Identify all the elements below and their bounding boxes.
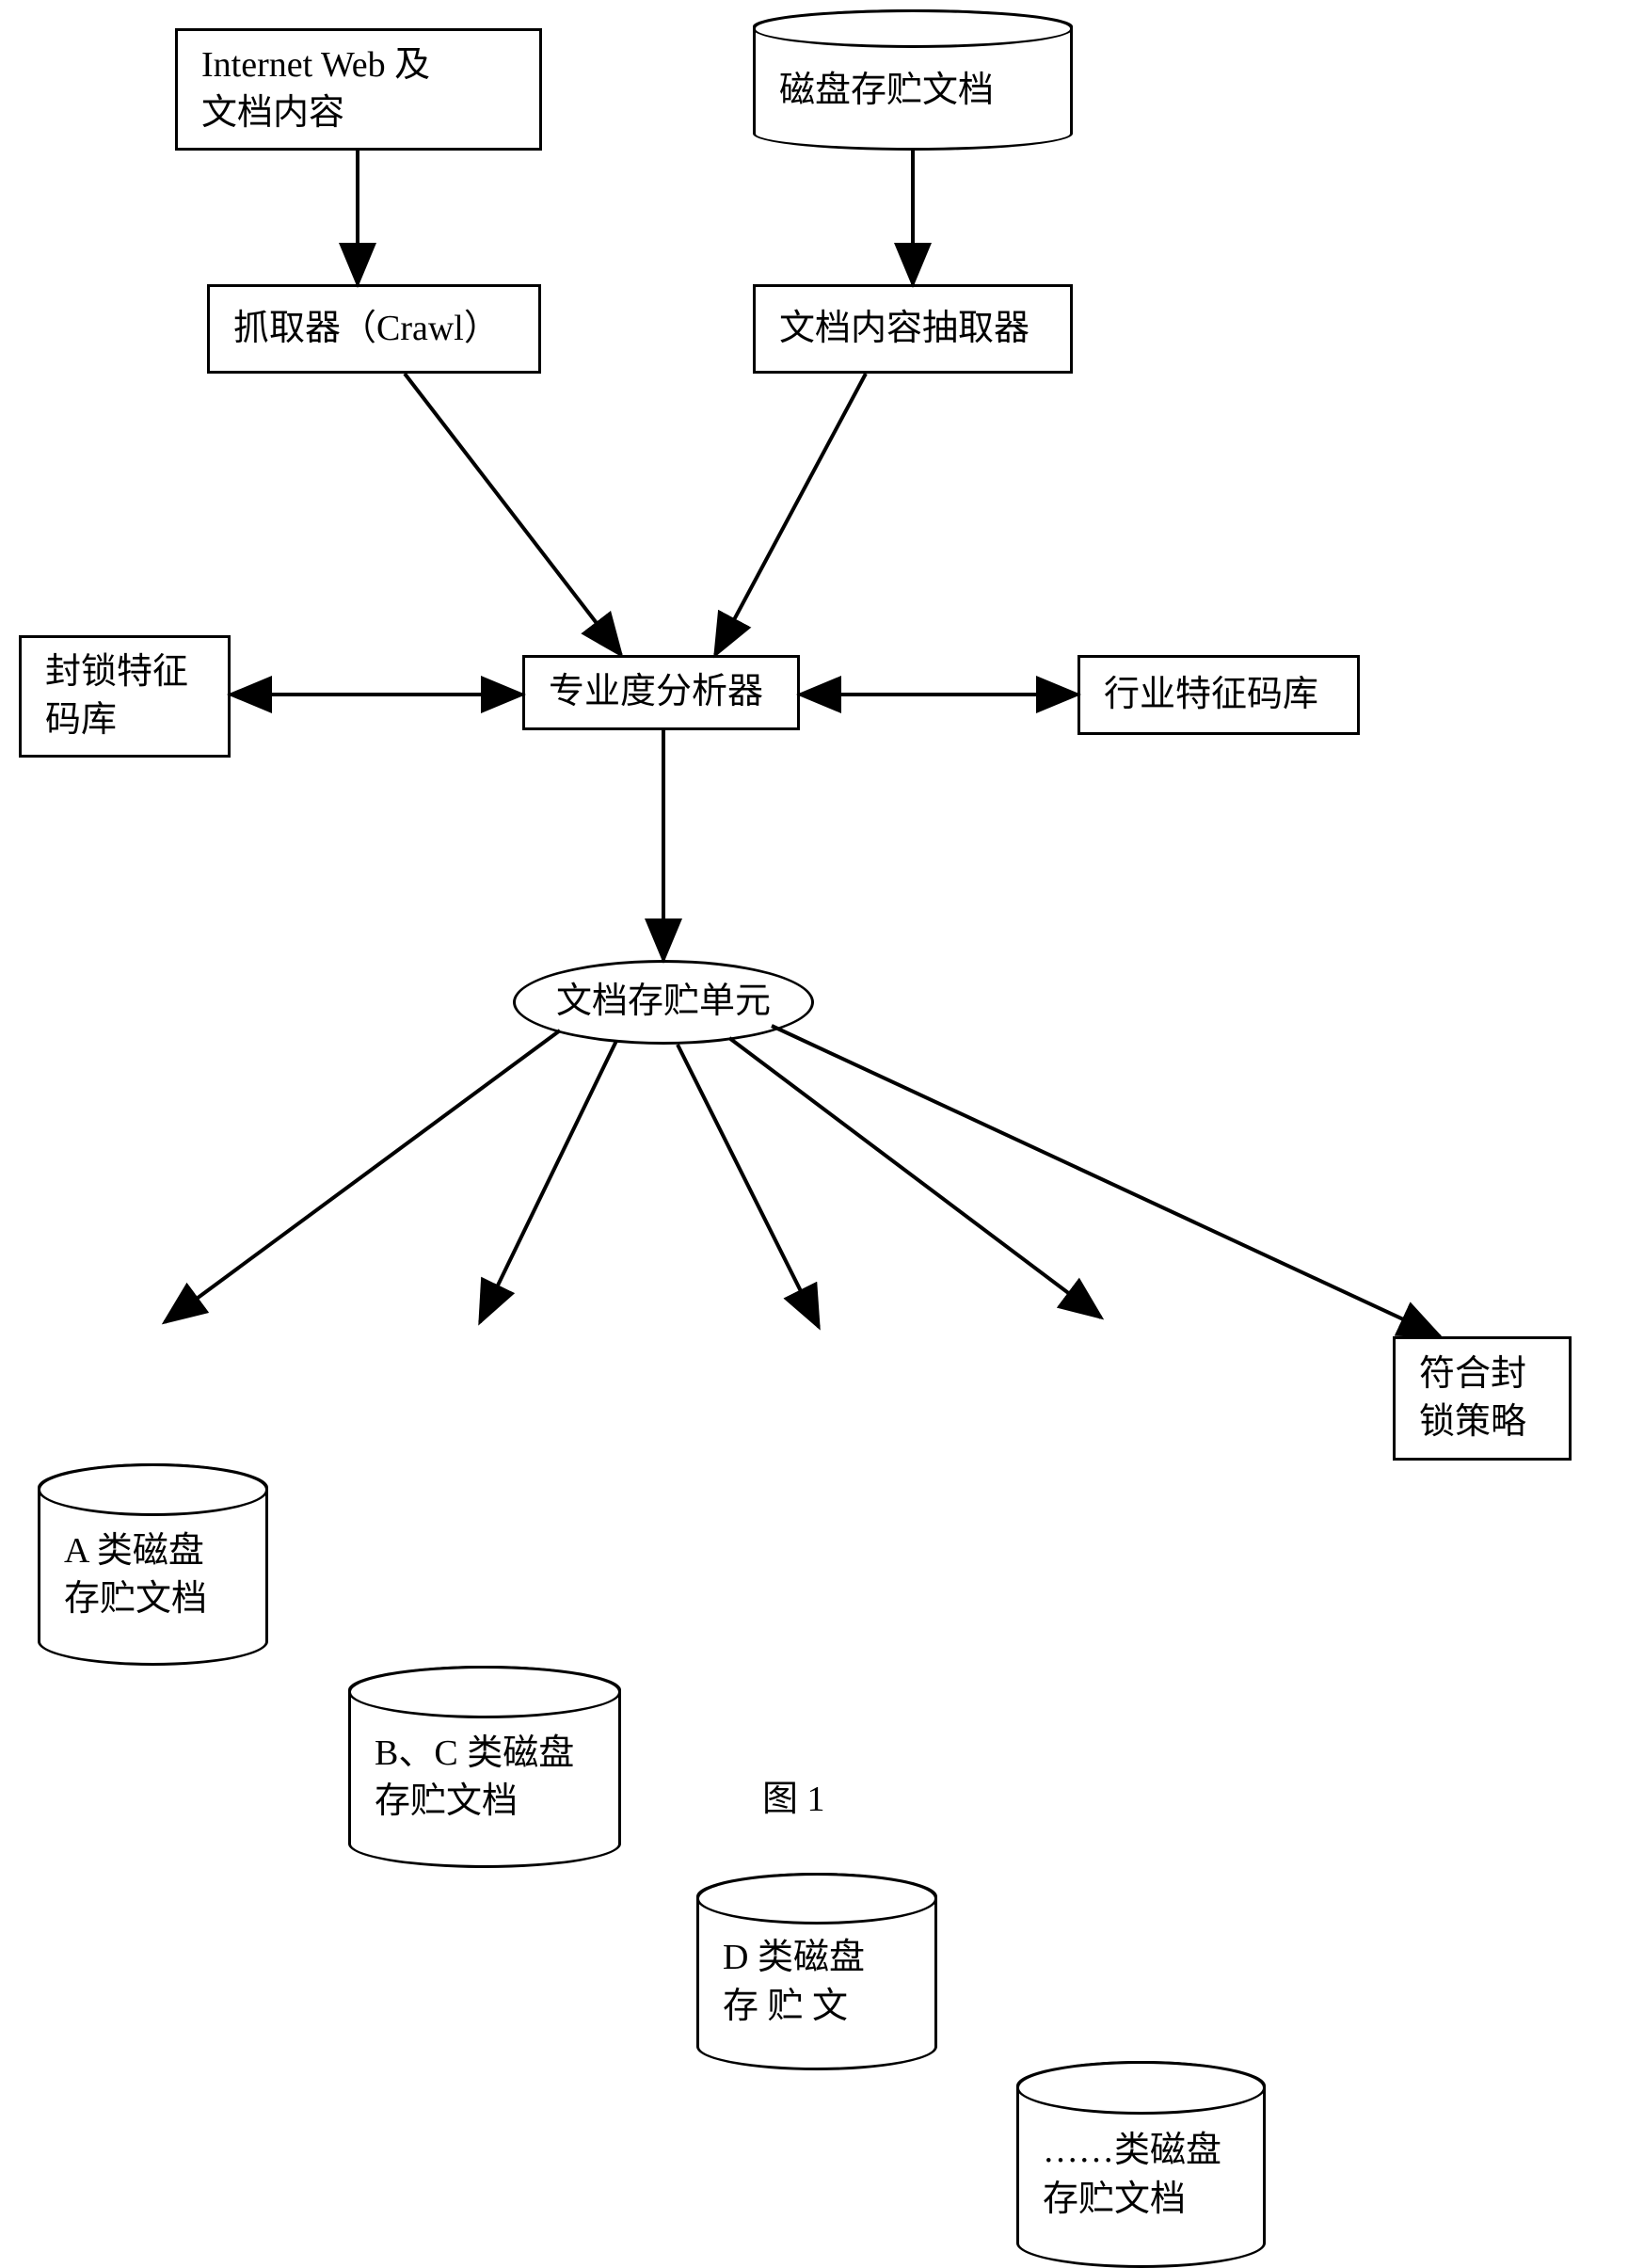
- edge-doc_storage_unit-to-cyl_d: [678, 1045, 819, 1327]
- diagram-nodes: Internet Web 及 文档内容 磁盘存贮文档抓取器（Crawl） 文档内容抽…: [0, 0, 1644, 950]
- node-block_code_lib: 封锁特征 码库: [19, 635, 231, 758]
- node-label: Internet Web 及 文档内容: [201, 41, 516, 138]
- node-label: ……类磁盘 存贮文档: [1043, 2110, 1239, 2224]
- figure-label-text: 图 1: [762, 1780, 825, 1819]
- node-label: A 类磁盘 存贮文档: [64, 1510, 242, 1624]
- node-analyzer: 专业度分析器: [522, 655, 800, 730]
- node-label: 封锁特征 码库: [45, 648, 204, 745]
- node-doc_extractor: 文档内容抽取器: [753, 284, 1073, 374]
- edge-doc_storage_unit-to-cyl_more: [729, 1038, 1101, 1318]
- edge-doc_storage_unit-to-cyl_a: [165, 1030, 560, 1322]
- node-label: 磁盘存贮文档: [779, 50, 1046, 115]
- edge-doc_storage_unit-to-block_policy: [772, 1026, 1440, 1336]
- node-doc_storage_unit: 文档存贮单元: [513, 960, 814, 1045]
- node-crawler: 抓取器（Crawl）: [207, 284, 541, 374]
- node-cyl_a: A 类磁盘 存贮文档: [38, 1463, 268, 1666]
- edge-doc_storage_unit-to-cyl_bc: [480, 1041, 616, 1322]
- node-label: 行业特征码库: [1104, 671, 1333, 719]
- node-cyl_bc: B、C 类磁盘 存贮文档: [348, 1666, 621, 1868]
- node-disk_doc_top: 磁盘存贮文档: [753, 9, 1073, 151]
- node-label: 专业度分析器: [549, 668, 774, 716]
- node-cyl_d: D 类磁盘 存 贮 文: [696, 1873, 937, 2070]
- node-cyl_more: ……类磁盘 存贮文档: [1016, 2061, 1266, 2268]
- figure-label: 图 1: [762, 1769, 825, 1821]
- node-internet_web: Internet Web 及 文档内容: [175, 28, 542, 151]
- node-label: 文档内容抽取器: [779, 305, 1046, 353]
- node-label: 文档存贮单元: [549, 978, 778, 1026]
- node-label: B、C 类磁盘 存贮文档: [375, 1713, 595, 1827]
- node-industry_code_lib: 行业特征码库: [1077, 655, 1360, 735]
- node-label: 符合封 锁策略: [1419, 1350, 1545, 1447]
- node-label: D 类磁盘 存 贮 文: [723, 1917, 911, 2031]
- node-block_policy: 符合封 锁策略: [1393, 1336, 1572, 1461]
- node-label: 抓取器（Crawl）: [233, 305, 515, 353]
